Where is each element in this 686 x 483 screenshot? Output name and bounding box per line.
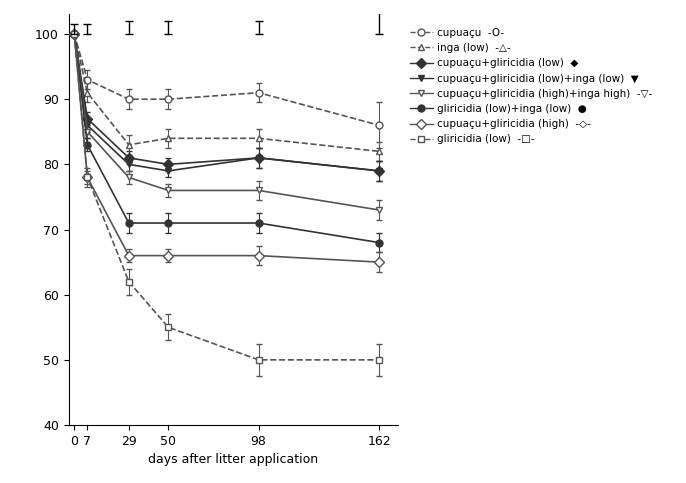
Legend: cupuaçu  -O-, inga (low)  -△-, cupuaçu+gliricidia (low)  ◆, cupuaçu+gliricidia (: cupuaçu -O-, inga (low) -△-, cupuaçu+gli… [410,28,652,144]
X-axis label: days after litter application: days after litter application [148,454,318,466]
